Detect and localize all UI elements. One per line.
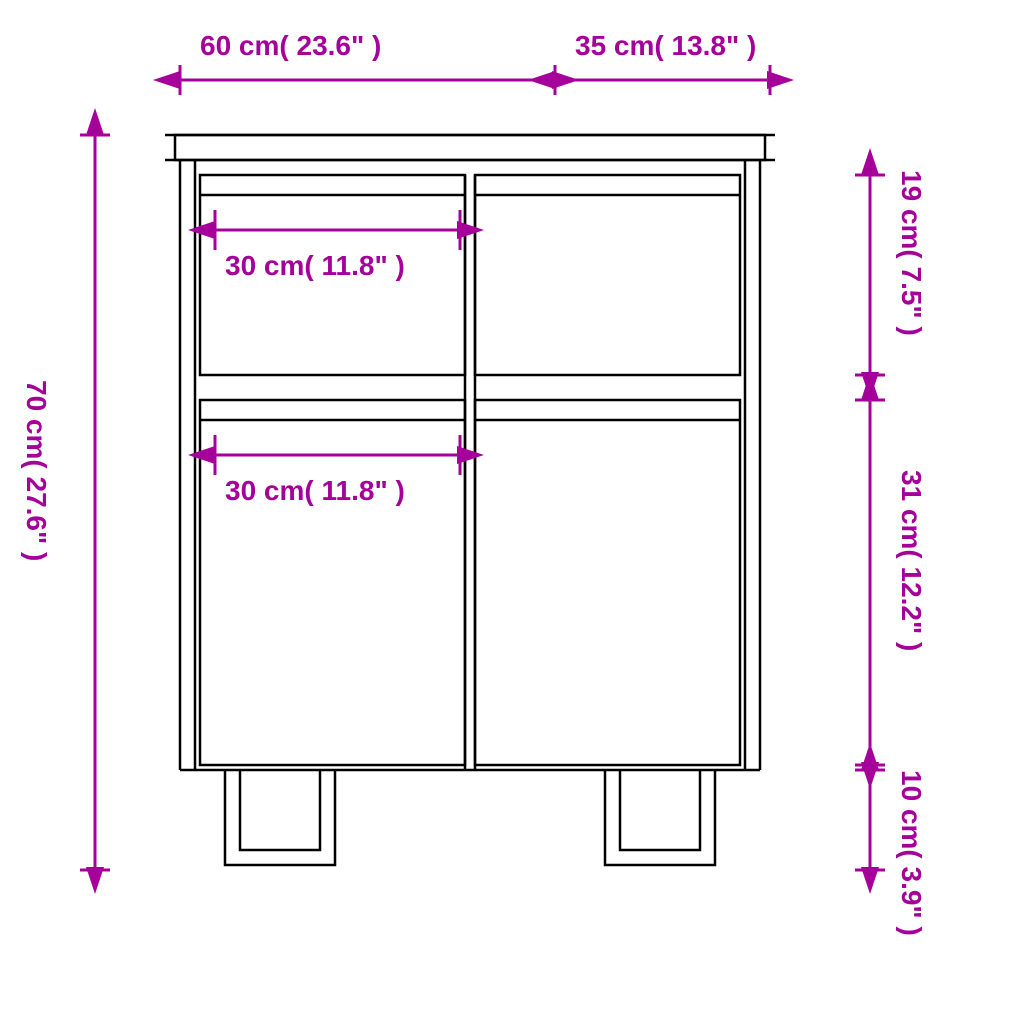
diagram-svg: [0, 0, 1024, 1024]
dim-height-left: 70 cm( 27.6" ): [20, 380, 52, 561]
dim-depth-top: 35 cm( 13.8" ): [575, 30, 756, 62]
dim-drawer-height-right: 19 cm( 7.5" ): [895, 170, 927, 336]
dim-door-height-right: 31 cm( 12.2" ): [895, 470, 927, 651]
dim-width-top: 60 cm( 23.6" ): [200, 30, 381, 62]
dim-drawer-width-upper: 30 cm( 11.8" ): [225, 250, 405, 282]
diagram-container: 60 cm( 23.6" ) 35 cm( 13.8" ) 70 cm( 27.…: [0, 0, 1024, 1024]
dim-leg-height-right: 10 cm( 3.9" ): [895, 770, 927, 936]
dim-drawer-width-lower: 30 cm( 11.8" ): [225, 475, 405, 507]
